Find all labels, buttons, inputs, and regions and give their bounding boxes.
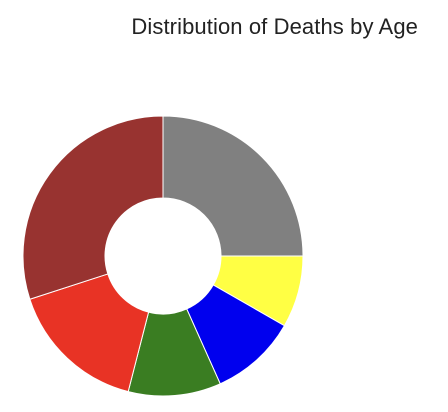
chart-title: Distribution of Deaths by Age [131,14,418,39]
donut-slice-6 [22,115,164,300]
donut-slice-1 [162,115,304,257]
donut-slice-5 [29,273,150,393]
donut-slices [22,115,304,397]
cropped-legend-fragment: ““““ [0,0,150,6]
